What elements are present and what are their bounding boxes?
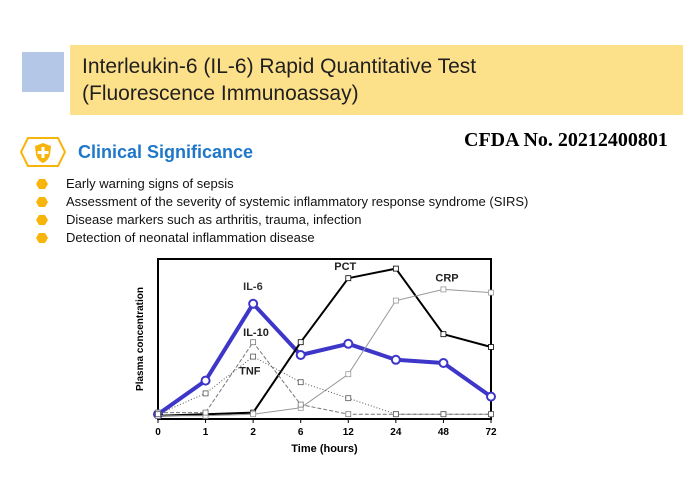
data-point-tnf bbox=[440, 411, 447, 418]
list-item: Disease markers such as arthritis, traum… bbox=[36, 211, 528, 229]
data-point-il-10 bbox=[202, 409, 209, 416]
data-point-il-10 bbox=[297, 401, 304, 408]
title-line-2: (Fluorescence Immunoassay) bbox=[82, 82, 359, 105]
data-point-il-6 bbox=[438, 358, 449, 368]
section-title: Clinical Significance bbox=[78, 142, 254, 162]
x-tick-label: 0 bbox=[155, 427, 161, 438]
series-line-il-10 bbox=[158, 341, 491, 415]
plot-frame bbox=[157, 258, 492, 420]
series-line-il-6 bbox=[156, 301, 493, 416]
title-banner: Interleukin-6 (IL-6) Rapid Quantitative … bbox=[70, 45, 683, 115]
data-point-il-6 bbox=[295, 350, 306, 360]
series-label-pct: PCT bbox=[334, 261, 356, 273]
series-label-il-10: IL-10 bbox=[243, 327, 269, 339]
x-tick-label: 2 bbox=[250, 427, 256, 438]
hexagon-bullet-icon bbox=[36, 179, 48, 189]
data-point-crp bbox=[440, 286, 447, 293]
shield-plus-icon bbox=[20, 137, 66, 167]
data-point-il-6 bbox=[200, 375, 211, 386]
x-tick-label: 6 bbox=[298, 427, 304, 438]
decorative-square bbox=[22, 52, 64, 92]
data-point-tnf bbox=[155, 411, 161, 418]
series-label-il-6: IL-6 bbox=[243, 281, 263, 293]
bullet-text: Early warning signs of sepsis bbox=[66, 176, 234, 191]
hexagon-bullet-icon bbox=[36, 197, 48, 207]
data-point-pct bbox=[345, 275, 352, 282]
data-point-tnf bbox=[345, 395, 352, 402]
data-point-pct bbox=[392, 265, 399, 272]
series-line-pct bbox=[157, 267, 492, 417]
data-point-pct bbox=[440, 331, 447, 338]
bullet-text: Detection of neonatal inflammation disea… bbox=[66, 230, 315, 245]
y-axis-label: Plasma concentration bbox=[135, 287, 146, 391]
cfda-number: CFDA No. 20212400801 bbox=[464, 129, 668, 151]
title-line-1: Interleukin-6 (IL-6) Rapid Quantitative … bbox=[82, 55, 477, 78]
data-point-tnf bbox=[250, 353, 257, 360]
hexagon-bullet-icon bbox=[36, 215, 48, 225]
x-tick-label: 24 bbox=[390, 427, 402, 438]
list-item: Early warning signs of sepsis bbox=[36, 175, 528, 193]
data-point-tnf bbox=[392, 411, 399, 418]
data-point-pct bbox=[488, 344, 494, 350]
bullet-text: Disease markers such as arthritis, traum… bbox=[66, 212, 362, 227]
data-point-il-6 bbox=[390, 354, 401, 365]
series-label-tnf: TNF bbox=[239, 366, 261, 378]
series-line-crp bbox=[158, 288, 492, 417]
x-tick-label: 48 bbox=[438, 427, 450, 438]
data-point-il-10 bbox=[345, 411, 352, 418]
data-point-crp bbox=[250, 411, 257, 418]
x-tick-label: 72 bbox=[485, 427, 497, 438]
data-point-tnf bbox=[488, 411, 494, 418]
data-point-crp bbox=[345, 371, 352, 378]
data-point-il-6 bbox=[248, 298, 259, 309]
data-point-il-10 bbox=[250, 339, 257, 346]
data-point-tnf bbox=[202, 390, 209, 397]
data-point-pct bbox=[297, 339, 304, 346]
bullet-text: Assessment of the severity of systemic i… bbox=[66, 194, 529, 209]
bullet-list: Early warning signs of sepsis Assessment… bbox=[36, 175, 528, 247]
hexagon-bullet-icon bbox=[36, 233, 48, 243]
series-line-tnf bbox=[157, 356, 491, 415]
x-axis-label: Time (hours) bbox=[291, 443, 358, 455]
data-point-il-6 bbox=[486, 391, 496, 402]
data-point-il-6 bbox=[343, 338, 354, 349]
list-item: Assessment of the severity of systemic i… bbox=[36, 193, 528, 211]
data-point-tnf bbox=[297, 379, 304, 386]
x-tick-label: 1 bbox=[203, 427, 209, 438]
data-point-crp bbox=[488, 289, 494, 296]
x-tick-label: 12 bbox=[343, 427, 355, 438]
series-label-crp: CRP bbox=[435, 272, 458, 284]
list-item: Detection of neonatal inflammation disea… bbox=[36, 229, 528, 247]
data-point-crp bbox=[392, 297, 399, 304]
